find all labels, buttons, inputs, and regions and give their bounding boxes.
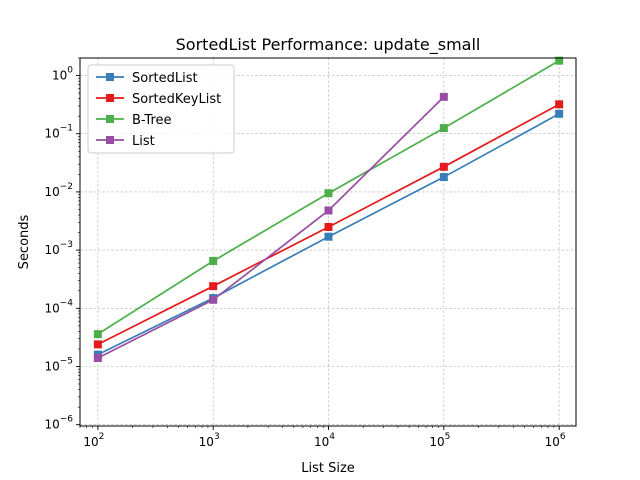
chart-title: SortedList Performance: update_small [176,35,481,55]
data-point [93,354,102,363]
legend-label: SortedList [132,71,198,86]
legend-box [87,64,235,154]
data-point [439,173,448,182]
legend-item: SortedKeyList [96,92,221,107]
y-tick-exponent: −6 [60,415,74,425]
data-point [209,282,218,291]
series-layer [93,56,564,363]
y-tick-exponent: −3 [60,240,73,250]
data-point [324,189,333,198]
data-point [439,92,448,101]
x-tick-label: 106 [545,432,566,449]
y-tick-exponent: −1 [60,124,73,134]
legend-item: SortedList [96,71,198,86]
x-axis-label: List Size [301,461,355,476]
x-tick-exponent: 2 [99,432,105,442]
y-tick-label: 10−5 [44,357,73,374]
y-tick-label: 10−3 [44,240,73,257]
data-point [209,256,218,265]
y-tick-exponent: −5 [60,357,73,367]
legend-marker [106,115,114,123]
data-point [439,124,448,133]
x-tick-label: 105 [429,432,450,449]
y-tick-label: 100 [52,66,73,83]
x-tick-label: 102 [83,432,104,449]
legend-label: SortedKeyList [132,92,221,107]
y-tick-label: 10−2 [44,182,73,199]
y-axis-label: Seconds [17,214,32,269]
y-tick-base: 10 [44,418,59,432]
legend-marker [106,136,114,144]
data-point [555,109,564,118]
x-axis-ticks: 102 103 104 105 106 [79,426,566,449]
x-tick-label: 103 [199,432,220,449]
legend-marker [106,73,114,81]
data-point [555,100,564,109]
data-point [324,206,333,215]
legend-label: List [132,134,155,149]
series-b-tree [93,56,564,339]
y-tick-base: 10 [44,127,59,141]
y-tick-exponent: −4 [60,298,74,308]
y-tick-label: 10−6 [44,415,73,432]
y-tick-label: 10−4 [44,298,73,315]
x-tick-exponent: 3 [214,432,220,442]
series-list [93,92,448,363]
legend-marker [106,94,114,102]
series-sortedkeylist [93,100,564,349]
data-point [324,222,333,231]
data-point [324,232,333,241]
y-tick-base: 10 [44,360,59,374]
y-tick-base: 10 [52,69,67,83]
y-tick-base: 10 [44,243,59,257]
data-point [439,162,448,171]
legend-item: B-Tree [96,113,172,128]
data-point [93,340,102,349]
x-tick-exponent: 6 [560,432,566,442]
y-tick-exponent: −2 [60,182,73,192]
y-tick-exponent: 0 [67,66,73,76]
series-line [97,96,445,359]
data-point [93,330,102,339]
legend: SortedList SortedKeyList B-Tree List [87,64,235,154]
legend-label: B-Tree [132,113,172,128]
x-tick-exponent: 4 [329,432,335,442]
data-point [209,295,218,304]
legend-item: List [96,134,155,149]
y-tick-base: 10 [44,301,59,315]
data-point [555,56,564,65]
x-tick-label: 104 [314,432,335,449]
plot-frame [79,57,577,427]
x-tick-exponent: 5 [445,432,451,442]
y-tick-label: 10−1 [44,124,73,141]
y-tick-base: 10 [44,185,59,199]
